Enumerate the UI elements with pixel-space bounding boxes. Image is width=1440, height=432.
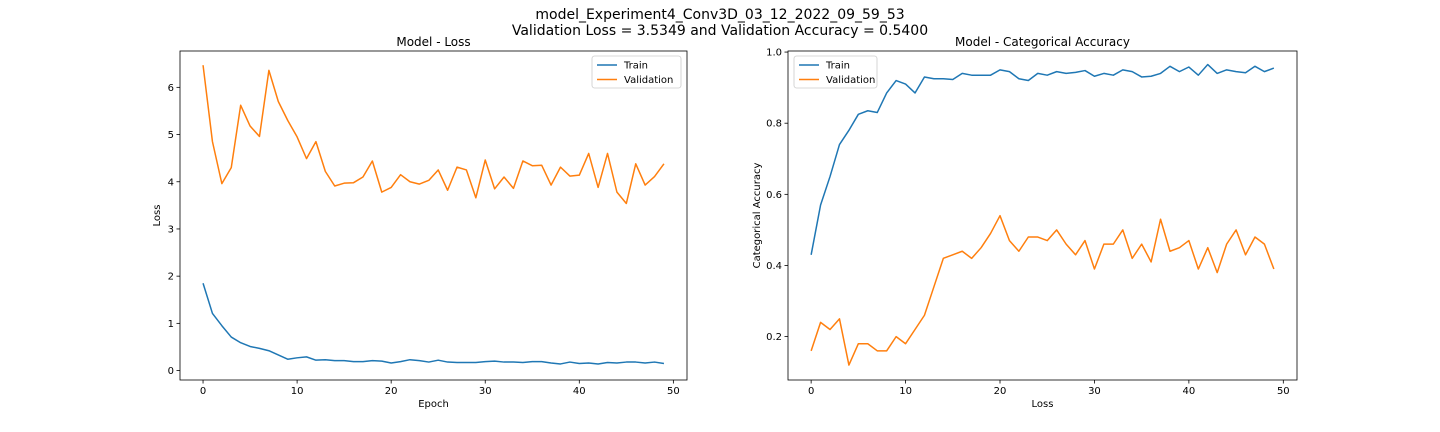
series-line-validation — [202, 65, 665, 205]
x-tick-label: 20 — [385, 386, 398, 397]
x-tick-label: 0 — [808, 386, 814, 397]
y-tick-label: 4 — [168, 177, 174, 188]
x-tick-label: 20 — [994, 386, 1007, 397]
y-tick-label: 1.0 — [766, 48, 782, 59]
series-line-train — [810, 63, 1275, 255]
x-tick-label: 10 — [291, 386, 304, 397]
x-tick-label: 40 — [1183, 386, 1196, 397]
x-tick-label: 30 — [1088, 386, 1101, 397]
legend-label-train: Train — [825, 61, 850, 72]
figure-title: model_Experiment4_Conv3D_03_12_2022_09_5… — [535, 7, 905, 23]
legend: Train Validation — [793, 55, 878, 89]
y-tick-label: 3 — [168, 224, 174, 235]
chart-title: Model - Loss — [396, 35, 470, 49]
x-tick-label: 30 — [479, 386, 492, 397]
x-tick-label: 10 — [899, 386, 912, 397]
y-tick-label: 0.4 — [766, 261, 782, 272]
y-tick-label: 5 — [168, 130, 174, 141]
legend-label-validation: Validation — [624, 75, 673, 86]
x-tick-label: 50 — [667, 386, 680, 397]
y-tick-label: 0.8 — [766, 119, 782, 130]
legend-label-validation: Validation — [826, 75, 875, 86]
axes-frame — [179, 50, 688, 381]
y-axis-label: Categorical Accuracy — [752, 163, 763, 269]
x-tick-label: 0 — [200, 386, 206, 397]
y-tick-label: 6 — [168, 83, 174, 94]
chart-title: Model - Categorical Accuracy — [955, 35, 1130, 49]
series-line-validation — [810, 214, 1275, 366]
legend-label-train: Train — [623, 61, 648, 72]
x-tick-label: 40 — [573, 386, 586, 397]
y-tick-label: 1 — [168, 319, 174, 330]
chart-1: 0 10 20 30 40 50 0 1 2 3 4 5 6 Epoch Loss Model - Loss T… — [152, 35, 688, 410]
y-tick-label: 0 — [168, 366, 174, 377]
y-tick-label: 2 — [168, 272, 174, 283]
figure-subtitle: Validation Loss = 3.5349 and Validation … — [511, 23, 929, 39]
series-line-train — [202, 283, 665, 365]
axes-frame — [787, 50, 1298, 381]
y-axis-label: Loss — [152, 205, 163, 227]
x-tick-label: 50 — [1277, 386, 1290, 397]
legend: Train Validation — [591, 55, 682, 89]
chart-2: 0 10 20 30 40 50 0.2 0.4 0.6 0.8 1.0 Loss Categorica… — [752, 35, 1298, 410]
x-axis-label: Loss — [1032, 399, 1054, 410]
y-tick-label: 0.2 — [766, 332, 782, 343]
x-axis-label: Epoch — [418, 399, 449, 410]
y-tick-label: 0.6 — [766, 190, 782, 201]
